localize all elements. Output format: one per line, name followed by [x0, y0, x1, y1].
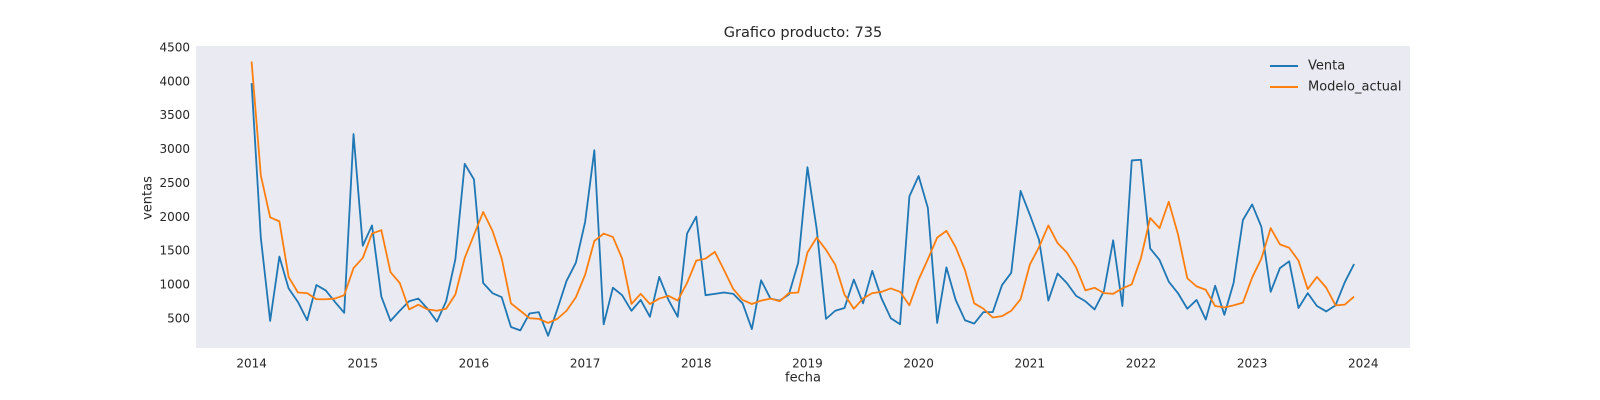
x-tick-label: 2019	[792, 357, 823, 371]
y-tick-label: 2500	[159, 176, 190, 190]
x-tick-label: 2016	[459, 357, 490, 371]
chart-title: Grafico producto: 735	[724, 25, 882, 41]
x-tick-label: 2020	[903, 357, 934, 371]
x-tick-label: 2024	[1348, 357, 1379, 371]
x-tick-label: 2017	[570, 357, 601, 371]
x-tick-label: 2021	[1015, 357, 1046, 371]
y-tick-label: 2000	[159, 210, 190, 224]
x-tick-label: 2014	[236, 357, 267, 371]
y-tick-label: 4500	[159, 41, 190, 55]
series-line	[250, 61, 1355, 324]
y-tick-label: 1500	[159, 244, 190, 258]
x-tick-label: 2018	[681, 357, 712, 371]
plot-area	[196, 46, 1410, 348]
y-tick-label: 3000	[159, 142, 190, 156]
x-axis-label: fecha	[785, 371, 821, 386]
y-axis-label: ventas	[141, 176, 156, 220]
legend-label: Venta	[1308, 59, 1345, 74]
y-tick-label: 4000	[159, 74, 190, 88]
legend-label: Modelo_actual	[1308, 80, 1402, 95]
series-line	[250, 83, 1355, 337]
x-tick-label: 2022	[1126, 357, 1157, 371]
y-tick-label: 1000	[159, 278, 190, 292]
y-tick-label: 500	[167, 311, 190, 325]
y-tick-label: 3500	[159, 108, 190, 122]
x-tick-label: 2023	[1237, 357, 1268, 371]
x-tick-label: 2015	[347, 357, 378, 371]
